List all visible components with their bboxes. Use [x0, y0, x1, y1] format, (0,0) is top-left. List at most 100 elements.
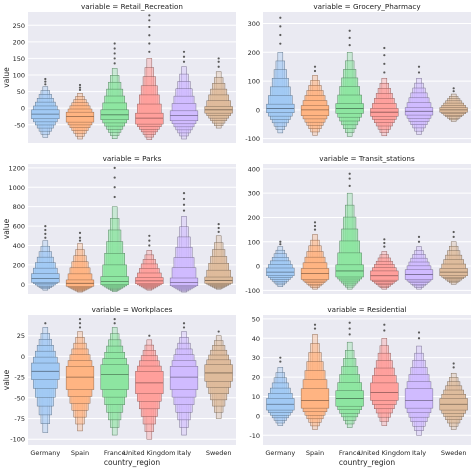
outlier-point	[148, 25, 151, 29]
outlier-point	[313, 224, 317, 228]
y-tick-label: 1200	[8, 164, 25, 172]
boxen-germany	[266, 240, 295, 287]
x-tick-label: France	[339, 449, 361, 457]
panel-background	[263, 164, 471, 294]
y-tick-label: -10	[249, 432, 260, 440]
panel-4: -100 0 100 200 300 400 variable = Transit_stat…	[245, 154, 471, 295]
y-tick-label: -100	[10, 436, 25, 444]
boxen-level	[169, 366, 199, 390]
outlier-point	[113, 318, 116, 321]
boxen-spain	[300, 323, 330, 430]
boxen-germany	[31, 224, 60, 291]
boxen-sweden	[204, 57, 233, 129]
outlier-point	[383, 323, 386, 326]
outlier-point	[348, 29, 351, 32]
boxen-sweden	[204, 223, 233, 290]
outlier-point	[113, 42, 116, 45]
y-tick-label: -25	[14, 374, 25, 382]
outlier-point	[217, 65, 220, 68]
outlier-point	[44, 83, 47, 86]
panel-background	[263, 315, 471, 445]
outlier-point	[113, 62, 116, 65]
outlier-point	[348, 333, 351, 336]
y-tick-label: 25	[17, 332, 25, 340]
boxen-level	[65, 111, 95, 123]
panel-1: -50 0 50 100 150 200 250 variable = Retail_Recr…	[2, 2, 236, 143]
outlier-point	[148, 42, 151, 45]
boxen-united-kingdom	[370, 238, 399, 290]
boxen-italy	[404, 65, 434, 135]
outlier-point	[383, 245, 386, 248]
outlier-point	[383, 62, 386, 65]
outlier-point	[113, 186, 116, 189]
outlier-point	[113, 47, 116, 50]
outlier-point	[452, 362, 455, 365]
y-axis-label: value	[2, 218, 11, 239]
boxen-united-kingdom	[135, 334, 164, 440]
outlier-point	[279, 25, 282, 28]
outlier-point	[452, 235, 455, 238]
x-tick-label: United Kingdom	[123, 449, 175, 457]
outlier-point	[217, 330, 220, 333]
outlier-point	[113, 322, 116, 325]
y-tick-label: 40	[252, 335, 260, 343]
outlier-point	[452, 230, 455, 234]
y-tick-label: 50	[252, 315, 260, 323]
outlier-point	[182, 209, 186, 212]
outlier-point	[44, 236, 47, 239]
y-tick-label: 0	[21, 105, 25, 113]
x-tick-label: Sweden	[441, 449, 467, 457]
boxen-level	[100, 276, 129, 286]
boxen-level	[370, 382, 399, 401]
y-tick-label: 10	[252, 393, 260, 401]
outlier-point	[113, 176, 116, 179]
y-tick-label: 600	[13, 223, 25, 231]
outlier-point	[78, 86, 82, 89]
outlier-point	[78, 322, 82, 325]
boxen-united-kingdom	[370, 323, 399, 426]
outlier-point	[279, 16, 282, 19]
y-tick-label: 0	[21, 353, 25, 361]
y-tick-label: 1000	[8, 184, 25, 192]
boxen-spain	[65, 231, 95, 293]
panel-title: variable = Residential	[327, 305, 406, 314]
outlier-point	[182, 50, 186, 53]
panel-title: variable = Parks	[103, 154, 162, 163]
outlier-point	[182, 192, 186, 195]
outlier-point	[279, 243, 282, 246]
y-tick-label: 0	[256, 263, 260, 271]
outlier-point	[217, 57, 220, 60]
outlier-point	[313, 323, 317, 326]
y-tick-label: 0	[21, 281, 25, 289]
boxen-united-kingdom	[370, 46, 399, 137]
outlier-point	[217, 230, 220, 234]
boxen-france	[335, 172, 364, 290]
y-tick-label: -100	[245, 287, 260, 295]
y-tick-label: 200	[13, 38, 25, 46]
y-tick-label: 400	[13, 242, 25, 250]
boxen-level	[31, 273, 60, 283]
panel-6: -10 0 10 20 30 40 50 variable = Residential Germ…	[249, 305, 471, 467]
outlier-point	[148, 34, 151, 37]
boxen-germany	[31, 77, 60, 138]
y-tick-label: -50	[14, 394, 25, 402]
boxen-france	[335, 321, 364, 428]
outlier-point	[417, 65, 421, 68]
panel-title: variable = Transit_stations	[319, 154, 415, 163]
outlier-point	[383, 329, 386, 332]
y-tick-label: 200	[248, 49, 260, 57]
panel-background	[28, 315, 236, 445]
outlier-point	[383, 241, 386, 245]
outlier-point	[279, 356, 282, 359]
boxen-france	[335, 29, 364, 137]
panel-title: variable = Workplaces	[92, 305, 173, 314]
x-tick-label: Germany	[265, 449, 295, 457]
outlier-point	[44, 232, 47, 235]
outlier-point	[148, 19, 151, 22]
y-tick-label: 250	[13, 22, 25, 30]
outlier-point	[279, 33, 282, 37]
outlier-point	[182, 322, 186, 325]
y-tick-label: 300	[248, 20, 260, 28]
x-tick-label: Spain	[71, 449, 89, 457]
y-tick-label: 100	[248, 78, 260, 86]
